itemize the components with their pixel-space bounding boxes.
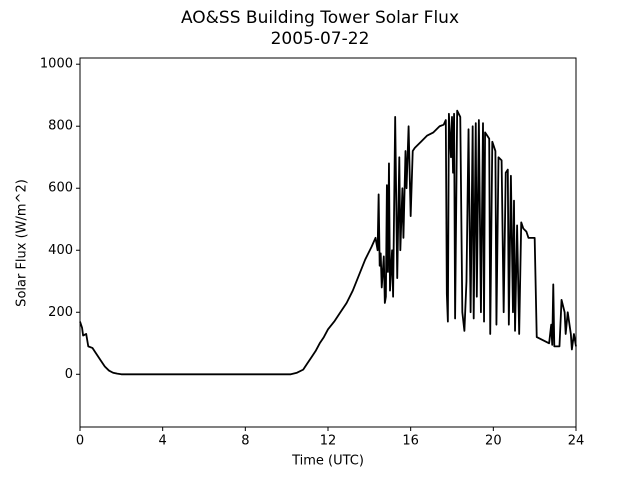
plot-frame	[79, 57, 577, 428]
chart-subtitle: 2005-07-22	[271, 29, 370, 49]
line	[79, 109, 577, 376]
x-tick-label: 8	[241, 434, 249, 449]
x-axis-label: Time (UTC)	[291, 454, 364, 469]
y-axis-label: Solar Flux (W/m^2)	[15, 179, 30, 307]
y-tick-label: 1000	[40, 57, 73, 72]
x-tick-label: 4	[159, 434, 167, 449]
y-tick-label: 200	[48, 305, 73, 320]
y-tick-label: 400	[48, 243, 73, 258]
x-tick-label: 24	[568, 434, 585, 449]
y-tick-label: 600	[48, 181, 73, 196]
x-tick-label: 0	[76, 434, 84, 449]
x-tick-label: 12	[320, 434, 337, 449]
chart-title: AO&SS Building Tower Solar Flux	[181, 8, 459, 28]
x-tick-label: 20	[485, 434, 502, 449]
x-tick-label: 16	[402, 434, 419, 449]
y-tick-label: 800	[48, 119, 73, 134]
y-tick-label: 0	[65, 367, 73, 382]
